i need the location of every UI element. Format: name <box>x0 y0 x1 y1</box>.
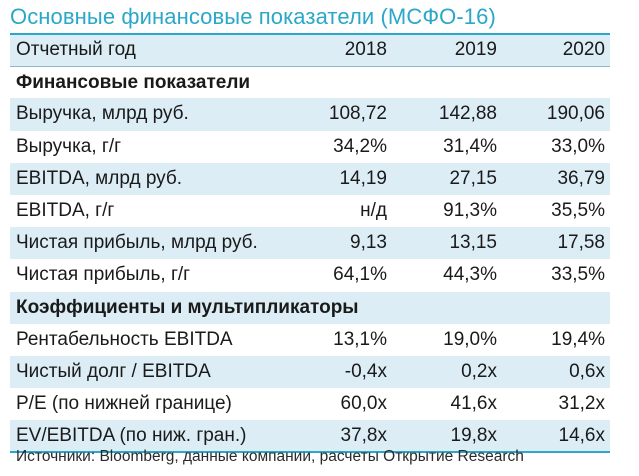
cell-2019: 142,88 <box>392 98 502 131</box>
cell-2019: 13,15 <box>392 227 502 260</box>
row-label: Выручка, г/г <box>16 135 122 157</box>
cell-2020: 35,5% <box>551 200 605 222</box>
cell-2018: -0,4x <box>296 355 392 389</box>
cell-2019: 31,4% <box>443 135 497 157</box>
cell-2019: 91,3% <box>443 200 497 222</box>
row-label: Чистая прибыль, млрд руб. <box>10 227 296 260</box>
cell-2020: 14,6x <box>502 420 610 454</box>
section-title: Финансовые показатели <box>16 71 251 93</box>
header-label: Отчетный год <box>10 32 296 67</box>
cell-2018: 64,1% <box>333 264 387 286</box>
cell-2018: 108,72 <box>296 98 392 131</box>
row-label: EV/EBITDA (по ниж. гран.) <box>10 420 296 454</box>
row-label: Чистая прибыль, г/г <box>16 264 191 286</box>
cell-2019: 27,15 <box>392 162 502 195</box>
financial-indicators-table: Отчетный год 2018 2019 2020 Финансовые п… <box>10 32 610 454</box>
cell-2018: 9,13 <box>296 227 392 260</box>
section-header-financial: Финансовые показатели <box>10 66 610 98</box>
table-row-net-income: Чистая прибыль, млрд руб. 9,13 13,15 17,… <box>10 227 610 260</box>
row-label: Рентабельность EBITDA <box>16 328 233 350</box>
cell-2019: 41,6x <box>450 393 497 415</box>
cell-2019: 0,2x <box>392 355 502 389</box>
table-row-revenue: Выручка, млрд руб. 108,72 142,88 190,06 <box>10 98 610 131</box>
cell-2019: 44,3% <box>443 264 497 286</box>
cell-2020: 19,4% <box>551 328 605 350</box>
cell-2019: 19,8x <box>392 420 502 454</box>
table-row-ebitda-yoy: EBITDA, г/г н/д 91,3% 35,5% <box>10 195 610 227</box>
cell-2018: 14,19 <box>296 162 392 195</box>
row-label: P/E (по нижней границе) <box>16 393 232 415</box>
cell-2020: 33,0% <box>551 135 605 157</box>
cell-2018: 34,2% <box>333 135 387 157</box>
section-title: Коэффициенты и мультипликаторы <box>10 291 610 324</box>
table-row-ebitda: EBITDA, млрд руб. 14,19 27,15 36,79 <box>10 162 610 195</box>
table-title: Основные финансовые показатели (МСФО-16) <box>10 4 496 29</box>
section-header-ratios: Коэффициенты и мультипликаторы <box>10 291 610 324</box>
table-header-row: Отчетный год 2018 2019 2020 <box>10 32 610 67</box>
table-row-ev-ebitda: EV/EBITDA (по ниж. гран.) 37,8x 19,8x 14… <box>10 420 610 454</box>
row-label: Чистый долг / EBITDA <box>10 355 296 389</box>
header-year-2019: 2019 <box>392 32 502 67</box>
cell-2020: 190,06 <box>502 98 610 131</box>
table-row-ebitda-margin: Рентабельность EBITDA 13,1% 19,0% 19,4% <box>10 324 610 356</box>
cell-2018: н/д <box>360 200 387 222</box>
row-label: EBITDA, млрд руб. <box>10 162 296 195</box>
cell-2020: 31,2x <box>558 393 605 415</box>
table-row-pe: P/E (по нижней границе) 60,0x 41,6x 31,2… <box>10 388 610 420</box>
table-row-net-debt-ebitda: Чистый долг / EBITDA -0,4x 0,2x 0,6x <box>10 355 610 389</box>
header-year-2020: 2020 <box>502 32 610 67</box>
cell-2020: 36,79 <box>502 162 610 195</box>
row-label: EBITDA, г/г <box>16 200 115 222</box>
cell-2018: 37,8x <box>296 420 392 454</box>
cell-2019: 19,0% <box>443 328 497 350</box>
table-row-net-income-yoy: Чистая прибыль, г/г 64,1% 44,3% 33,5% <box>10 259 610 291</box>
header-year-2018: 2018 <box>296 32 392 67</box>
cell-2018: 13,1% <box>333 328 387 350</box>
cell-2018: 60,0x <box>340 393 387 415</box>
cell-2020: 0,6x <box>502 355 610 389</box>
source-note: Источники: Bloomberg, данные компании, р… <box>16 448 524 465</box>
table-row-revenue-yoy: Выручка, г/г 34,2% 31,4% 33,0% <box>10 131 610 163</box>
cell-2020: 17,58 <box>502 227 610 260</box>
cell-2020: 33,5% <box>551 264 605 286</box>
row-label: Выручка, млрд руб. <box>10 98 296 131</box>
